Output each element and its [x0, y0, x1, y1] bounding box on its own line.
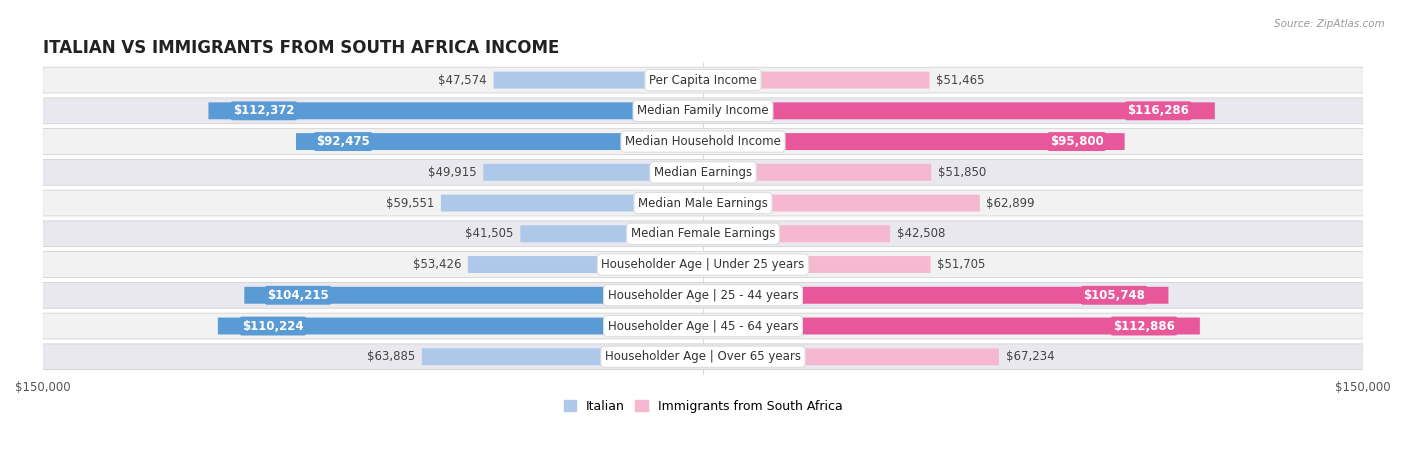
- Legend: Italian, Immigrants from South Africa: Italian, Immigrants from South Africa: [564, 400, 842, 413]
- Text: $41,505: $41,505: [465, 227, 513, 241]
- FancyBboxPatch shape: [208, 102, 703, 119]
- FancyBboxPatch shape: [703, 133, 1125, 150]
- Text: $51,465: $51,465: [936, 74, 984, 86]
- Text: $92,475: $92,475: [316, 135, 370, 148]
- FancyBboxPatch shape: [42, 159, 1364, 185]
- FancyBboxPatch shape: [42, 67, 1364, 93]
- Text: $51,850: $51,850: [938, 166, 986, 179]
- FancyBboxPatch shape: [494, 71, 703, 89]
- Text: Median Female Earnings: Median Female Earnings: [631, 227, 775, 241]
- Text: $104,215: $104,215: [267, 289, 329, 302]
- FancyBboxPatch shape: [468, 256, 703, 273]
- FancyBboxPatch shape: [422, 348, 703, 365]
- FancyBboxPatch shape: [297, 133, 703, 150]
- Text: $105,748: $105,748: [1083, 289, 1144, 302]
- FancyBboxPatch shape: [42, 252, 1364, 277]
- Text: $49,915: $49,915: [427, 166, 477, 179]
- Text: $51,705: $51,705: [938, 258, 986, 271]
- FancyBboxPatch shape: [703, 287, 1168, 304]
- FancyBboxPatch shape: [42, 190, 1364, 216]
- FancyBboxPatch shape: [441, 195, 703, 212]
- FancyBboxPatch shape: [703, 195, 980, 212]
- Text: $110,224: $110,224: [242, 319, 304, 333]
- Text: Householder Age | 25 - 44 years: Householder Age | 25 - 44 years: [607, 289, 799, 302]
- Text: $67,234: $67,234: [1005, 350, 1054, 363]
- Text: Median Male Earnings: Median Male Earnings: [638, 197, 768, 210]
- FancyBboxPatch shape: [42, 221, 1364, 247]
- FancyBboxPatch shape: [703, 71, 929, 89]
- Text: Median Earnings: Median Earnings: [654, 166, 752, 179]
- Text: Median Household Income: Median Household Income: [626, 135, 780, 148]
- Text: $112,372: $112,372: [233, 104, 295, 117]
- FancyBboxPatch shape: [703, 256, 931, 273]
- Text: Source: ZipAtlas.com: Source: ZipAtlas.com: [1274, 19, 1385, 28]
- FancyBboxPatch shape: [703, 226, 890, 242]
- Text: $62,899: $62,899: [987, 197, 1035, 210]
- FancyBboxPatch shape: [245, 287, 703, 304]
- FancyBboxPatch shape: [42, 344, 1364, 370]
- Text: Householder Age | Under 25 years: Householder Age | Under 25 years: [602, 258, 804, 271]
- Text: $116,286: $116,286: [1128, 104, 1189, 117]
- Text: $59,551: $59,551: [385, 197, 434, 210]
- FancyBboxPatch shape: [520, 226, 703, 242]
- Text: $53,426: $53,426: [413, 258, 461, 271]
- FancyBboxPatch shape: [703, 164, 931, 181]
- Text: ITALIAN VS IMMIGRANTS FROM SOUTH AFRICA INCOME: ITALIAN VS IMMIGRANTS FROM SOUTH AFRICA …: [42, 39, 560, 57]
- FancyBboxPatch shape: [218, 318, 703, 334]
- Text: $42,508: $42,508: [897, 227, 945, 241]
- Text: Median Family Income: Median Family Income: [637, 104, 769, 117]
- Text: Householder Age | Over 65 years: Householder Age | Over 65 years: [605, 350, 801, 363]
- FancyBboxPatch shape: [42, 128, 1364, 155]
- FancyBboxPatch shape: [703, 348, 998, 365]
- FancyBboxPatch shape: [42, 313, 1364, 339]
- FancyBboxPatch shape: [484, 164, 703, 181]
- FancyBboxPatch shape: [703, 318, 1199, 334]
- Text: $112,886: $112,886: [1114, 319, 1175, 333]
- FancyBboxPatch shape: [703, 102, 1215, 119]
- Text: $63,885: $63,885: [367, 350, 415, 363]
- Text: $95,800: $95,800: [1050, 135, 1104, 148]
- FancyBboxPatch shape: [42, 283, 1364, 308]
- Text: Per Capita Income: Per Capita Income: [650, 74, 756, 86]
- FancyBboxPatch shape: [42, 98, 1364, 124]
- Text: Householder Age | 45 - 64 years: Householder Age | 45 - 64 years: [607, 319, 799, 333]
- Text: $47,574: $47,574: [439, 74, 486, 86]
